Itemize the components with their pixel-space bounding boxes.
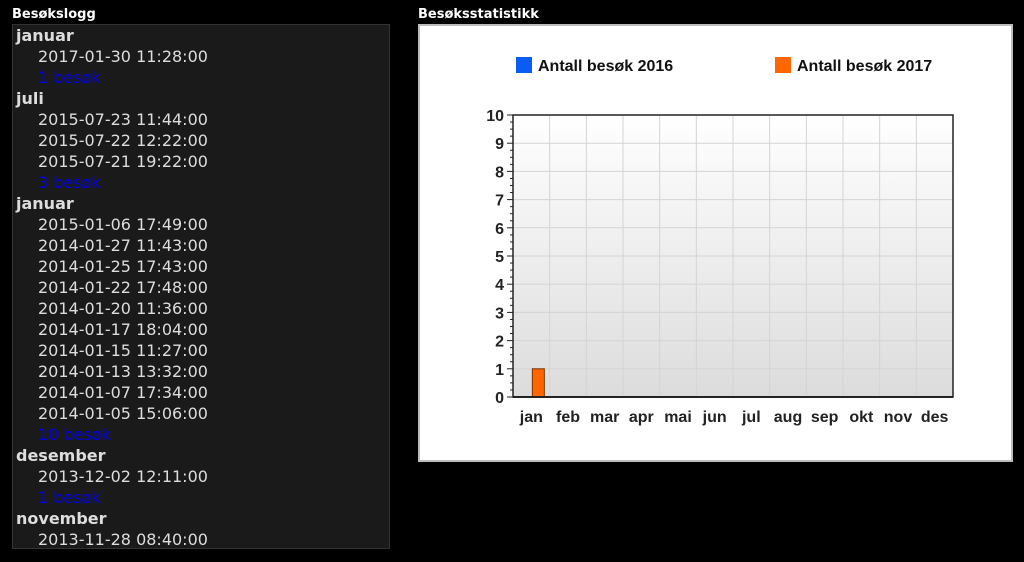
- visit-count-link[interactable]: 1 besøk: [38, 488, 101, 507]
- month-header: juli: [16, 89, 44, 108]
- x-tick-label: des: [921, 409, 949, 426]
- visit-stats-title: Besøksstatistikk: [418, 7, 539, 22]
- y-tick-label: 1: [495, 362, 504, 379]
- x-tick-label: mar: [590, 409, 619, 426]
- y-tick-label: 9: [495, 136, 504, 153]
- legend-swatch: [516, 57, 532, 73]
- x-tick-label: jul: [741, 409, 761, 426]
- y-tick-label: 2: [495, 334, 504, 351]
- visit-timestamp: 2013-12-02 12:11:00: [38, 467, 208, 486]
- y-tick-label: 6: [495, 221, 504, 238]
- visit-count-link[interactable]: 3 besøk: [38, 173, 101, 192]
- x-tick-label: sep: [811, 409, 839, 426]
- y-tick-label: 10: [486, 108, 504, 125]
- x-tick-label: okt: [849, 409, 874, 426]
- visit-bar-chart: 0 1 2 3 4 5 6 7 8 9 10 jan feb mar apr mai jun jul aug sep o…: [486, 57, 954, 426]
- visit-timestamp: 2014-01-17 18:04:00: [38, 320, 208, 339]
- y-tick-label: 7: [495, 193, 504, 210]
- y-tick-label: 8: [495, 164, 504, 181]
- y-tick-label: 4: [495, 277, 504, 294]
- visit-timestamp: 2013-11-28 08:40:00: [38, 530, 208, 549]
- visit-log-panel: januar 2017-01-30 11:28:00 1 besøk juli 2015…: [12, 24, 390, 549]
- month-header: januar: [16, 26, 74, 45]
- legend-label: Antall besøk 2016: [538, 58, 673, 75]
- bar: [531, 368, 545, 398]
- x-tick-label: jan: [519, 409, 543, 426]
- month-header: januar: [16, 194, 74, 213]
- month-header: desember: [16, 446, 106, 465]
- y-tick-label: 0: [495, 390, 504, 407]
- y-tick-label: 5: [495, 249, 504, 266]
- visit-log-title: Besøkslogg: [12, 7, 96, 22]
- x-tick-label: nov: [884, 409, 913, 426]
- visit-timestamp: 2015-01-06 17:49:00: [38, 215, 208, 234]
- visit-timestamp: 2014-01-15 11:27:00: [38, 341, 208, 360]
- legend-swatch: [775, 57, 791, 73]
- x-tick-label: feb: [556, 409, 580, 426]
- y-tick-label: 3: [495, 305, 504, 322]
- visit-count-link[interactable]: 10 besøk: [38, 425, 111, 444]
- visit-timestamp: 2014-01-22 17:48:00: [38, 278, 208, 297]
- legend-label: Antall besøk 2017: [797, 58, 932, 75]
- visit-timestamp: 2015-07-23 11:44:00: [38, 110, 208, 129]
- visit-chart-container: 0 1 2 3 4 5 6 7 8 9 10 jan feb mar apr mai jun jul aug sep o…: [418, 24, 1013, 462]
- x-tick-label: jun: [702, 409, 727, 426]
- x-tick-label: mai: [664, 409, 692, 426]
- visit-timestamp: 2015-07-22 12:22:00: [38, 131, 208, 150]
- visit-timestamp: 2014-01-05 15:06:00: [38, 404, 208, 423]
- visit-timestamp: 2014-01-25 17:43:00: [38, 257, 208, 276]
- x-tick-label: apr: [629, 409, 654, 426]
- visit-timestamp: 2017-01-30 11:28:00: [38, 47, 208, 66]
- visit-timestamp: 2014-01-20 11:36:00: [38, 299, 208, 318]
- month-header: november: [16, 509, 107, 528]
- visit-timestamp: 2014-01-13 13:32:00: [38, 362, 208, 381]
- visit-timestamp: 2015-07-21 19:22:00: [38, 152, 208, 171]
- visit-timestamp: 2014-01-07 17:34:00: [38, 383, 208, 402]
- x-tick-label: aug: [774, 409, 802, 426]
- visit-count-link[interactable]: 1 besøk: [38, 68, 101, 87]
- visit-timestamp: 2014-01-27 11:43:00: [38, 236, 208, 255]
